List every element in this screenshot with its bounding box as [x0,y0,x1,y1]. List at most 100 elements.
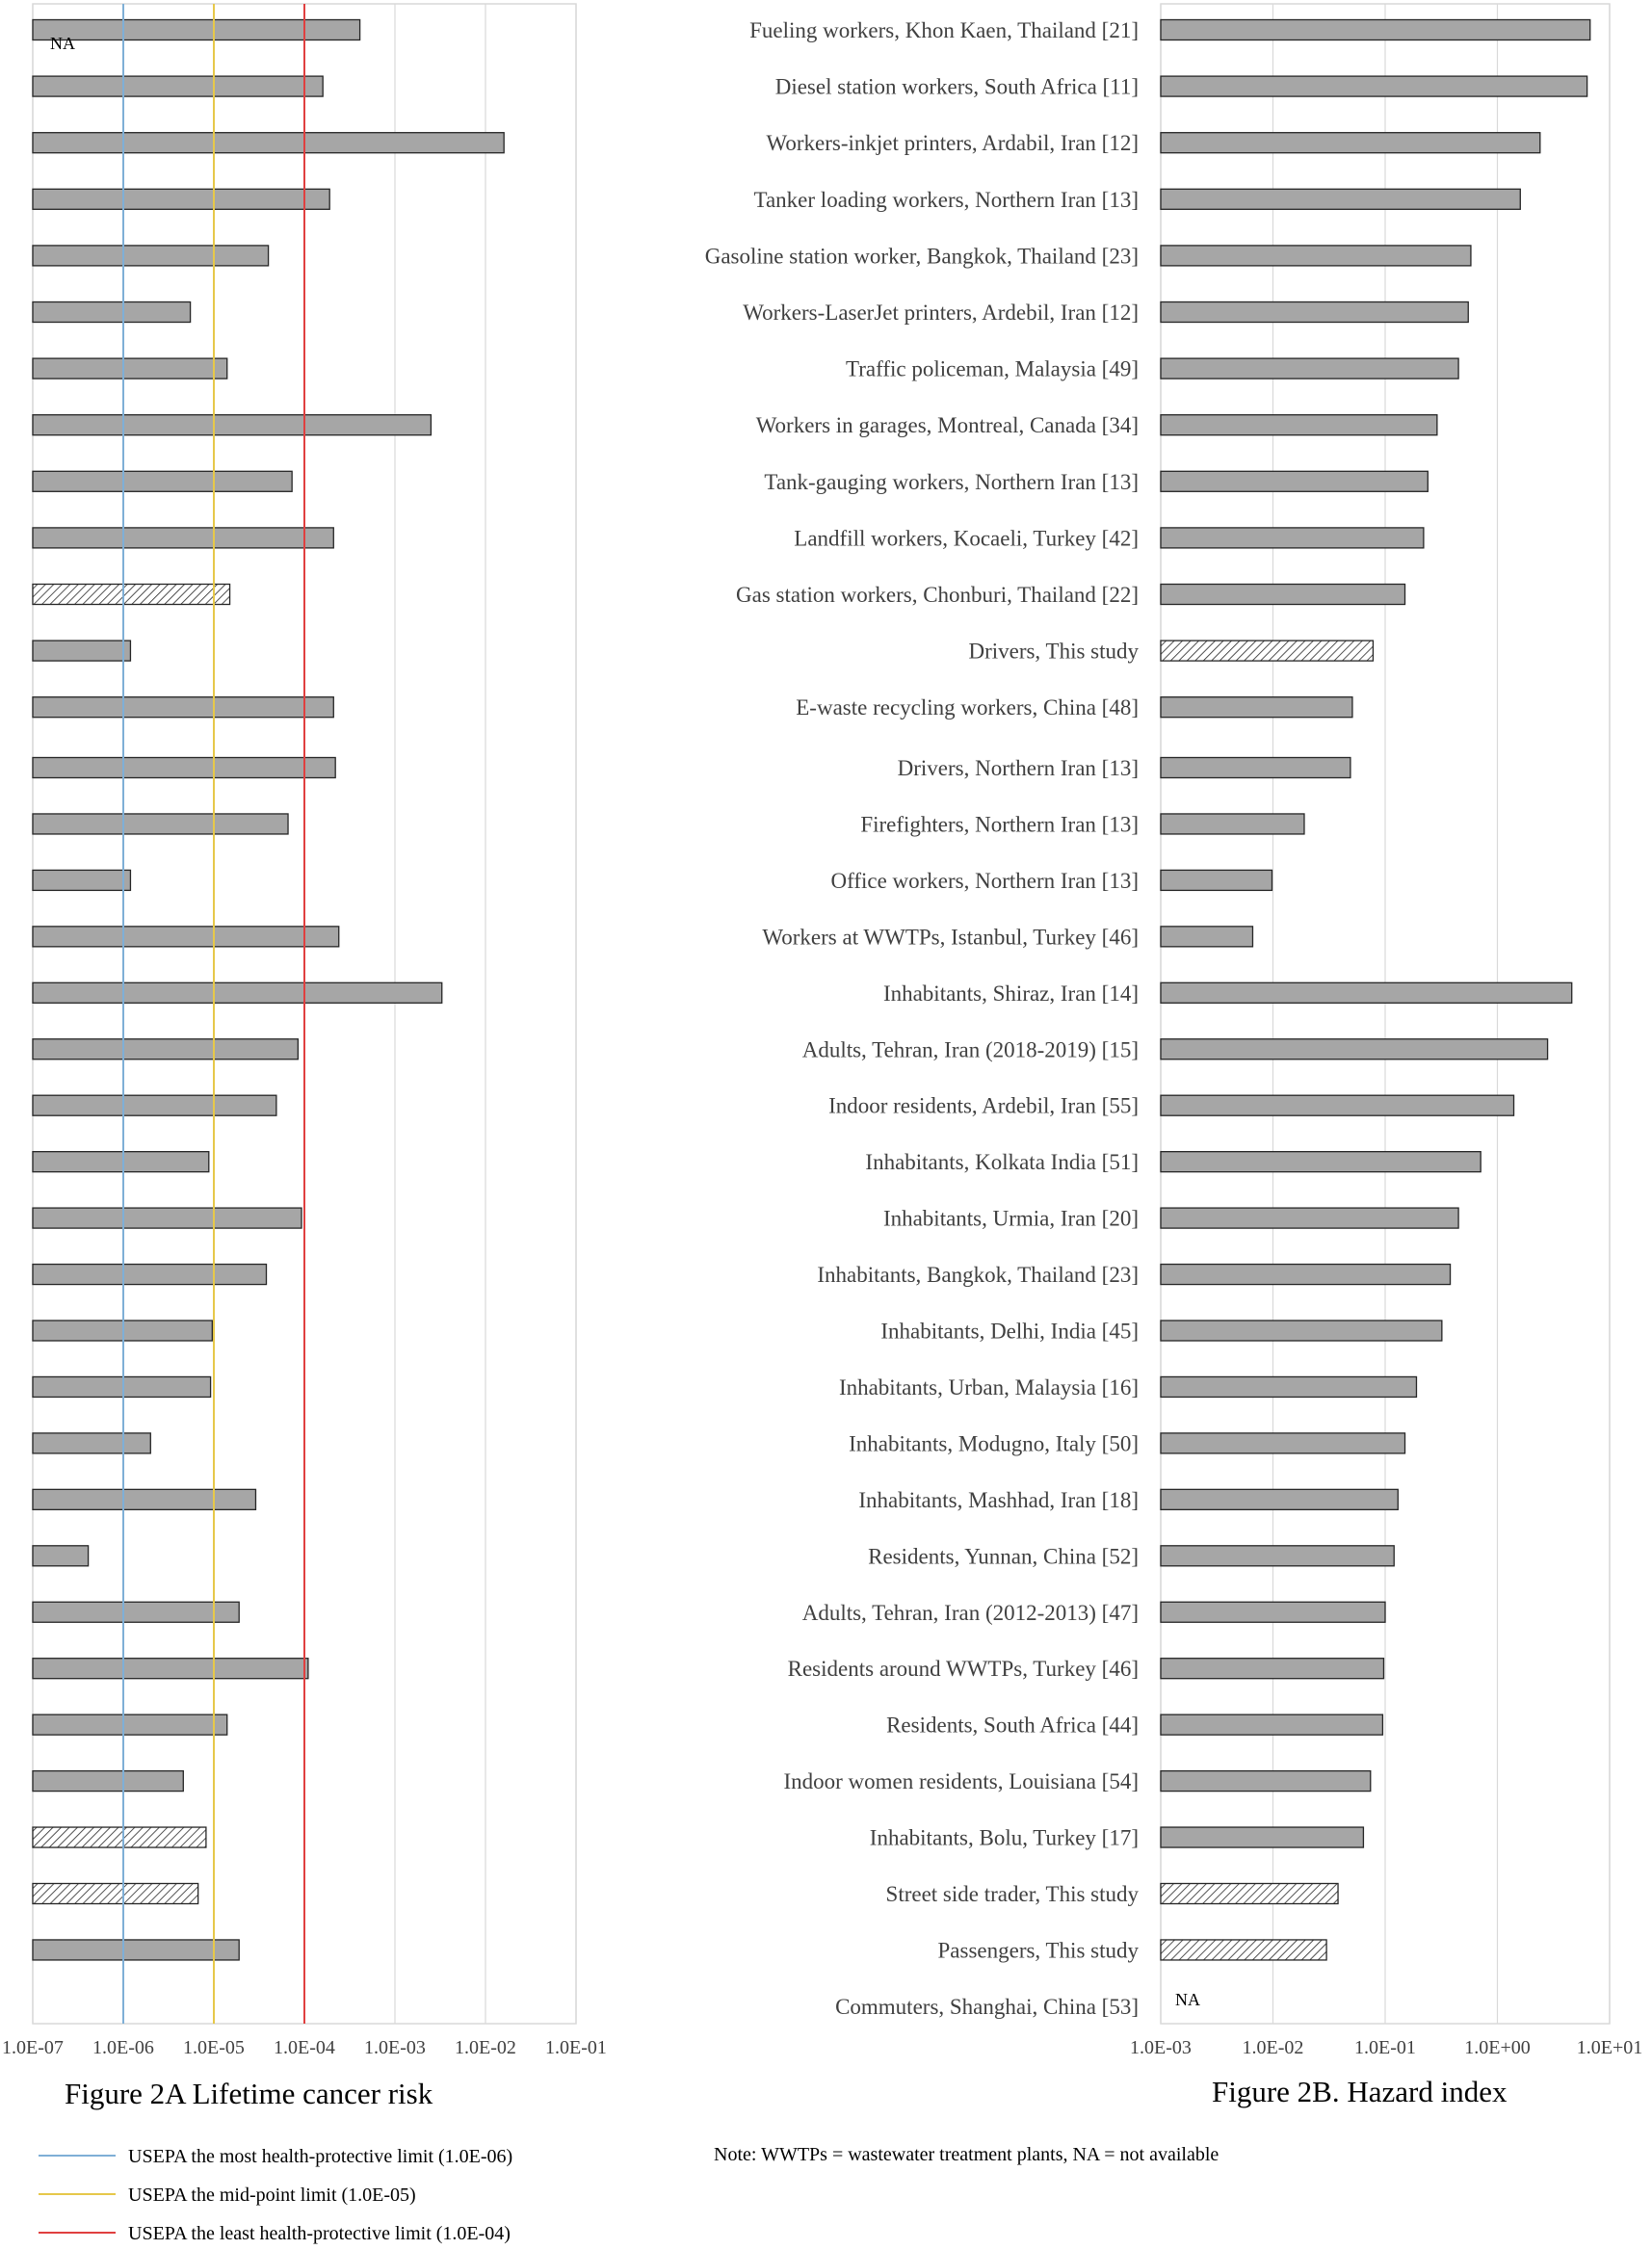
bar [1160,188,1521,210]
category-label: Gas station workers, Chonburi, Thailand … [736,583,1139,607]
category-label: Inhabitants, Kolkata India [51] [865,1150,1139,1174]
bar [1160,1375,1418,1399]
category-label: E-waste recycling workers, China [48] [796,695,1139,719]
bar [1160,301,1469,324]
category-label: Street side trader, This study [886,1882,1140,1906]
bar [32,75,324,97]
legend-label: USEPA the most health-protective limit (… [128,2146,512,2167]
bar [1160,640,1375,662]
bar [1160,1882,1339,1905]
bar [32,926,340,948]
category-label: Drivers, Northern Iran [13] [898,756,1139,780]
bar [1160,1601,1386,1623]
bar [1160,1320,1443,1342]
panel-b-bars [1160,18,1591,1961]
panel-a-bars [32,18,505,1961]
footnote: Note: WWTPs = wastewater treatment plant… [714,2144,1219,2165]
bar [32,1038,300,1060]
bar [32,756,336,779]
category-label: Landfill workers, Kocaeli, Turkey [42] [794,526,1139,550]
category-label: Workers-inkjet printers, Ardabil, Iran [… [767,131,1139,155]
category-label: Residents, Yunnan, China [52] [868,1544,1139,1568]
bar [1160,132,1541,154]
bar [32,301,192,324]
bar [1160,414,1438,436]
category-label: Residents, South Africa [44] [886,1714,1139,1738]
x-tick-label: 1.0E-07 [2,2037,64,2058]
category-label: Inhabitants, Bangkok, Thailand [23] [817,1263,1139,1287]
bar [32,1545,90,1567]
category-label: Office workers, Northern Iran [13] [830,869,1139,893]
panel-a-title: Figure 2A Lifetime cancer risk [65,2077,433,2110]
bar [32,1769,184,1792]
category-label: Inhabitants, Shiraz, Iran [14] [883,981,1139,1006]
panel-b-title: Figure 2B. Hazard index [1212,2075,1508,2108]
bar [32,1714,228,1736]
bar [1160,813,1305,835]
bar [1160,1714,1384,1736]
bar [1160,583,1406,606]
panel-b-category-labels: Fueling workers, Khon Kaen, Thailand [21… [705,18,1140,2019]
bar [32,981,443,1004]
bar [1160,981,1573,1004]
bar [32,1658,309,1680]
legend-label: USEPA the least health-protective limit … [128,2223,511,2244]
bar [32,1601,240,1623]
bar [32,583,231,606]
bar [32,1432,151,1454]
category-label: Residents around WWTPs, Turkey [46] [788,1657,1139,1681]
panel-b-chart: Fueling workers, Khon Kaen, Thailand [21… [705,3,1642,2108]
category-label: Workers-LaserJet printers, Ardebil, Iran… [743,301,1139,325]
bar [1160,1094,1515,1116]
bar [32,18,361,41]
x-tick-label: 1.0E-05 [183,2037,245,2058]
category-label: Tank-gauging workers, Northern Iran [13] [764,470,1139,494]
x-tick-label: 1.0E-01 [545,2037,607,2058]
bar [32,470,293,492]
bar [1160,1658,1385,1680]
category-label: Adults, Tehran, Iran (2012-2013) [47] [802,1601,1139,1625]
category-label: Inhabitants, Modugno, Italy [50] [849,1431,1139,1455]
bar [1160,470,1429,492]
bar [32,1488,257,1510]
x-tick-label: 1.0E-02 [455,2037,516,2058]
bar [32,813,289,835]
x-tick-label: 1.0E-04 [274,2037,335,2058]
category-label: Inhabitants, Delhi, India [45] [880,1320,1139,1344]
bar [1160,18,1591,41]
x-tick-label: 1.0E-03 [1130,2037,1192,2058]
bar [1160,1488,1399,1510]
bar [1160,1769,1372,1792]
bar [32,132,505,154]
x-tick-label: 1.0E+00 [1464,2037,1531,2058]
bar [32,1151,210,1173]
bar [32,1263,268,1286]
bar [32,1826,207,1848]
category-label: Gasoline station worker, Bangkok, Thaila… [705,244,1139,268]
bar [1160,1432,1406,1454]
legend-label: USEPA the mid-point limit (1.0E-05) [128,2185,416,2206]
bar [1160,756,1351,779]
x-tick-label: 1.0E-06 [92,2037,154,2058]
bar [1160,1826,1365,1848]
category-label: Workers in garages, Montreal, Canada [34… [756,413,1139,437]
x-tick-label: 1.0E-03 [364,2037,426,2058]
panel-b-tick-labels: 1.0E-03 1.0E-02 1.0E-01 1.0E+00 1.0E+01 [1130,2037,1642,2058]
bar [32,357,228,379]
bar [1160,245,1472,267]
panel-a-legend: USEPA the most health-protective limit (… [39,2146,512,2244]
category-label: Indoor women residents, Louisiana [54] [783,1769,1139,1793]
category-label: Fueling workers, Khon Kaen, Thailand [21… [749,18,1139,42]
bar [32,869,132,892]
bar [1160,527,1425,549]
bar [32,1882,199,1905]
category-label: Firefighters, Northern Iran [13] [860,812,1139,836]
x-tick-label: 1.0E-01 [1354,2037,1416,2058]
category-label: Inhabitants, Bolu, Turkey [17] [870,1826,1139,1850]
bar [32,1094,277,1116]
bar [1160,1038,1549,1060]
bar [1160,75,1588,97]
bar [1160,1207,1459,1229]
panel-b-na-label: NA [1175,1990,1200,2009]
